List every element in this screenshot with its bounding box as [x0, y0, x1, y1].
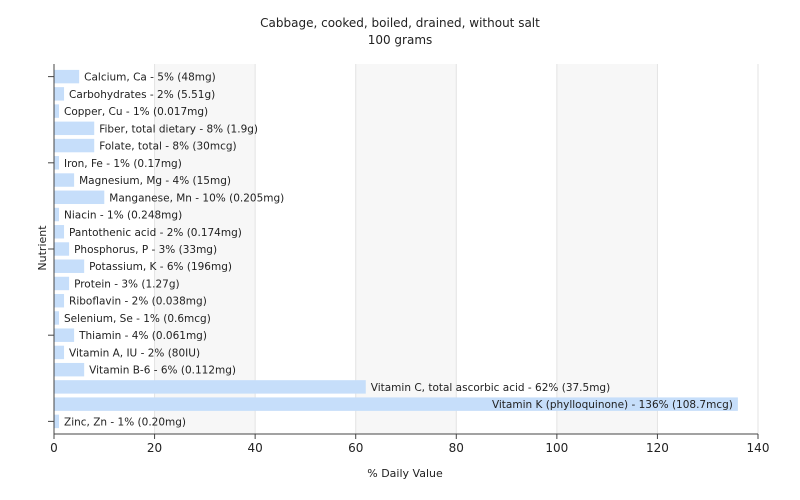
bar [54, 87, 65, 101]
bar [54, 380, 366, 394]
bars: Calcium, Ca - 5% (48mg) Carbohydrates - 2… [54, 69, 738, 429]
bar [54, 138, 95, 153]
bar [54, 328, 75, 342]
bar [54, 207, 60, 222]
bar [54, 276, 70, 291]
axes: 0 20 40 60 80 100 120 140 [48, 64, 769, 455]
bar [54, 311, 60, 325]
bar-label: Potassium, K - 6% (196mg) [89, 261, 232, 273]
bar-label: Phosphorus, P - 3% (33mg) [74, 244, 217, 256]
bar-label: Folate, total - 8% (30mcg) [99, 141, 236, 153]
bar-label: Vitamin B-6 - 6% (0.112mg) [89, 365, 236, 377]
bar-label: Pantothenic acid - 2% (0.174mg) [69, 227, 242, 239]
bar-label: Vitamin K (phylloquinone) - 136% (108.7m… [492, 399, 733, 411]
x-tick-label: 100 [545, 441, 568, 455]
bar [54, 242, 70, 256]
bar-label: Manganese, Mn - 10% (0.205mg) [109, 192, 284, 204]
bar [54, 225, 65, 239]
grid-band [657, 64, 758, 434]
bar-label: Zinc, Zn - 1% (0.20mg) [64, 416, 186, 428]
y-axis-title: Nutrient [36, 225, 49, 271]
x-tick-label: 140 [747, 441, 770, 455]
bar-label: Riboflavin - 2% (0.038mg) [69, 296, 207, 308]
chart-subtitle: 100 grams [368, 33, 433, 47]
bar-label: Magnesium, Mg - 4% (15mg) [79, 175, 231, 187]
bar-label: Carbohydrates - 2% (5.51g) [69, 89, 215, 101]
bar-label: Selenium, Se - 1% (0.6mcg) [64, 313, 211, 325]
grid-band [355, 64, 457, 434]
x-tick-label: 120 [646, 441, 669, 455]
bar-label: Fiber, total dietary - 8% (1.9g) [99, 123, 258, 135]
bar-label: Protein - 3% (1.27g) [74, 278, 180, 290]
bar-label: Vitamin C, total ascorbic acid - 62% (37… [371, 382, 610, 394]
x-axis-title: % Daily Value [367, 467, 443, 480]
x-tick-label: 80 [449, 441, 464, 455]
bar-label: Iron, Fe - 1% (0.17mg) [64, 158, 182, 170]
bar [54, 69, 80, 84]
grid-band [556, 64, 658, 434]
bar-label: Vitamin A, IU - 2% (80IU) [69, 347, 200, 359]
bar-label: Thiamin - 4% (0.061mg) [78, 330, 207, 342]
x-tick-label: 60 [348, 441, 363, 455]
bar [54, 104, 60, 118]
bar [54, 362, 85, 377]
bar-label: Niacin - 1% (0.248mg) [64, 210, 182, 222]
bar [54, 190, 105, 205]
chart-title: Cabbage, cooked, boiled, drained, withou… [260, 16, 540, 30]
grid-band [456, 64, 557, 434]
grid-band [255, 64, 356, 434]
bar [54, 345, 65, 360]
grid-band [154, 64, 256, 434]
bar [54, 414, 60, 429]
bar [54, 293, 65, 308]
bar-label: Copper, Cu - 1% (0.017mg) [64, 106, 208, 118]
bar [54, 397, 738, 411]
bar [54, 156, 60, 170]
x-tick-label: 0 [50, 441, 58, 455]
bar-label: Calcium, Ca - 5% (48mg) [84, 72, 216, 84]
x-tick-label: 20 [147, 441, 162, 455]
x-tick-label: 40 [248, 441, 263, 455]
bar [54, 121, 95, 136]
bar [54, 259, 85, 273]
gridlines [53, 64, 759, 434]
bar [54, 173, 75, 187]
